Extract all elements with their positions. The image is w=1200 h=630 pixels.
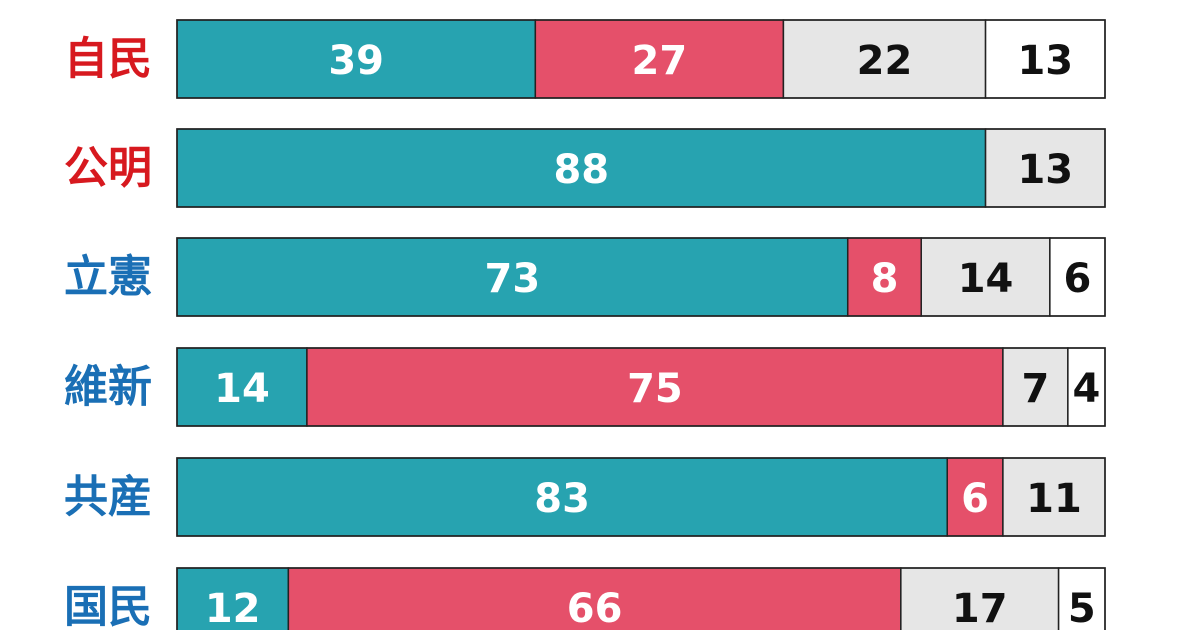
bar-segment — [287, 567, 902, 630]
data-label: 83 — [534, 476, 590, 522]
data-label: 27 — [632, 38, 688, 84]
bar-frame — [176, 347, 1106, 427]
data-label: 14 — [958, 256, 1014, 302]
party-label: 共産 — [64, 472, 152, 523]
data-label: 7 — [1021, 366, 1049, 412]
data-label: 22 — [857, 38, 913, 84]
bar-segment — [176, 19, 537, 99]
party-label: 公明 — [64, 143, 152, 194]
data-label: 13 — [1017, 147, 1073, 193]
party-label: 維新 — [64, 362, 152, 413]
data-label: 75 — [627, 366, 683, 412]
bar-segment — [176, 237, 849, 317]
bar-segment — [306, 347, 1004, 427]
bar-segment — [1002, 457, 1106, 537]
bar-frame — [176, 19, 1106, 99]
data-label: 6 — [961, 476, 989, 522]
bar-segment — [984, 19, 1106, 99]
party-label: 国民 — [64, 582, 152, 630]
data-label: 6 — [1064, 256, 1092, 302]
data-label: 66 — [567, 586, 623, 630]
data-label: 5 — [1068, 586, 1096, 630]
data-label: 17 — [952, 586, 1008, 630]
data-label: 8 — [871, 256, 899, 302]
data-label: 39 — [328, 38, 384, 84]
bar-frame — [176, 567, 1106, 630]
data-label: 73 — [485, 256, 541, 302]
data-label: 4 — [1073, 366, 1101, 412]
data-label: 11 — [1026, 476, 1082, 522]
data-label: 14 — [214, 366, 270, 412]
bar-segment — [984, 128, 1106, 208]
bar-frame — [176, 128, 1106, 208]
party-label: 自民 — [64, 34, 152, 85]
bar-segment — [534, 19, 785, 99]
data-label: 88 — [553, 147, 609, 193]
bar-frame — [176, 457, 1106, 537]
bar-frame — [176, 237, 1106, 317]
data-label: 13 — [1017, 38, 1073, 84]
party-label: 立憲 — [64, 252, 152, 303]
data-label: 12 — [205, 586, 261, 630]
